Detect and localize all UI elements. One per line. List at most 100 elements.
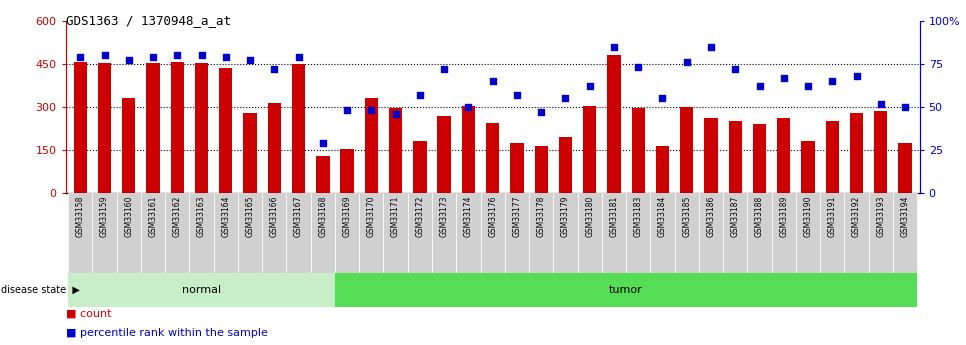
Text: GSM33193: GSM33193	[876, 196, 885, 237]
Point	[170, 52, 185, 58]
Text: GSM33168: GSM33168	[319, 196, 327, 237]
Text: GSM33170: GSM33170	[367, 196, 376, 237]
Text: disease state  ▶: disease state ▶	[1, 285, 80, 295]
Point	[315, 140, 330, 146]
Bar	[777, 118, 790, 193]
Point	[703, 44, 719, 49]
Bar	[219, 68, 233, 193]
Text: GSM33159: GSM33159	[100, 196, 109, 237]
Bar	[147, 63, 159, 193]
Bar	[262, 193, 287, 273]
Bar	[602, 193, 626, 273]
Bar	[724, 193, 748, 273]
Point	[461, 104, 476, 110]
Bar	[656, 146, 669, 193]
Point	[752, 83, 767, 89]
Point	[557, 96, 573, 101]
Bar	[456, 193, 480, 273]
Text: GSM33183: GSM33183	[634, 196, 642, 237]
Bar	[680, 107, 694, 193]
Point	[679, 59, 695, 65]
Point	[897, 104, 913, 110]
Bar	[189, 193, 213, 273]
Bar	[195, 63, 209, 193]
Bar	[98, 63, 111, 193]
Text: normal: normal	[182, 285, 221, 295]
Text: GSM33176: GSM33176	[488, 196, 497, 237]
Bar	[748, 193, 772, 273]
Bar	[558, 137, 572, 193]
Bar	[213, 193, 238, 273]
Bar	[868, 193, 893, 273]
Text: GSM33194: GSM33194	[900, 196, 910, 237]
Bar	[554, 193, 578, 273]
Bar	[753, 124, 766, 193]
Point	[388, 111, 404, 117]
Point	[242, 58, 258, 63]
Point	[437, 66, 452, 72]
Bar	[486, 123, 499, 193]
Bar	[826, 121, 838, 193]
Point	[121, 58, 136, 63]
Bar	[389, 108, 402, 193]
Bar	[893, 193, 917, 273]
Bar	[141, 193, 165, 273]
Text: GSM33178: GSM33178	[537, 196, 546, 237]
Text: GSM33191: GSM33191	[828, 196, 837, 237]
Point	[145, 54, 160, 60]
Bar	[238, 193, 262, 273]
Point	[825, 78, 840, 84]
Bar	[505, 193, 529, 273]
Text: ■ count: ■ count	[66, 309, 111, 319]
Point	[194, 52, 210, 58]
Text: GSM33162: GSM33162	[173, 196, 182, 237]
Point	[873, 101, 889, 106]
Text: GSM33177: GSM33177	[512, 196, 522, 237]
Text: GSM33158: GSM33158	[75, 196, 85, 237]
Text: GSM33187: GSM33187	[730, 196, 740, 237]
Bar	[704, 118, 718, 193]
Bar	[796, 193, 820, 273]
Bar	[340, 149, 354, 193]
Bar	[462, 106, 475, 193]
Bar	[820, 193, 844, 273]
Point	[485, 78, 500, 84]
Point	[533, 109, 549, 115]
Point	[582, 83, 597, 89]
Text: GSM33189: GSM33189	[780, 196, 788, 237]
Text: GSM33161: GSM33161	[149, 196, 157, 237]
Text: GSM33172: GSM33172	[415, 196, 424, 237]
Point	[655, 96, 670, 101]
Text: GSM33184: GSM33184	[658, 196, 667, 237]
Text: GSM33167: GSM33167	[294, 196, 303, 237]
Bar	[583, 106, 596, 193]
Point	[72, 54, 88, 60]
Text: tumor: tumor	[610, 285, 643, 295]
Bar	[578, 193, 602, 273]
Text: GSM33164: GSM33164	[221, 196, 230, 237]
Point	[509, 92, 525, 98]
Bar	[69, 193, 93, 273]
Bar	[93, 193, 117, 273]
Bar	[432, 193, 456, 273]
Text: GSM33169: GSM33169	[343, 196, 352, 237]
Bar	[480, 193, 505, 273]
Text: GSM33174: GSM33174	[464, 196, 473, 237]
Text: GSM33171: GSM33171	[391, 196, 400, 237]
Bar	[165, 193, 189, 273]
Text: GSM33165: GSM33165	[245, 196, 255, 237]
Text: GSM33163: GSM33163	[197, 196, 206, 237]
Bar	[171, 62, 184, 193]
Text: ■ percentile rank within the sample: ■ percentile rank within the sample	[66, 328, 268, 338]
Point	[776, 75, 791, 80]
Bar	[898, 143, 912, 193]
Bar	[408, 193, 432, 273]
Bar	[335, 273, 917, 307]
Text: GSM33179: GSM33179	[561, 196, 570, 237]
Bar	[534, 146, 548, 193]
Bar	[510, 143, 524, 193]
Point	[607, 44, 622, 49]
Point	[363, 108, 379, 113]
Bar	[243, 113, 257, 193]
Bar	[413, 141, 427, 193]
